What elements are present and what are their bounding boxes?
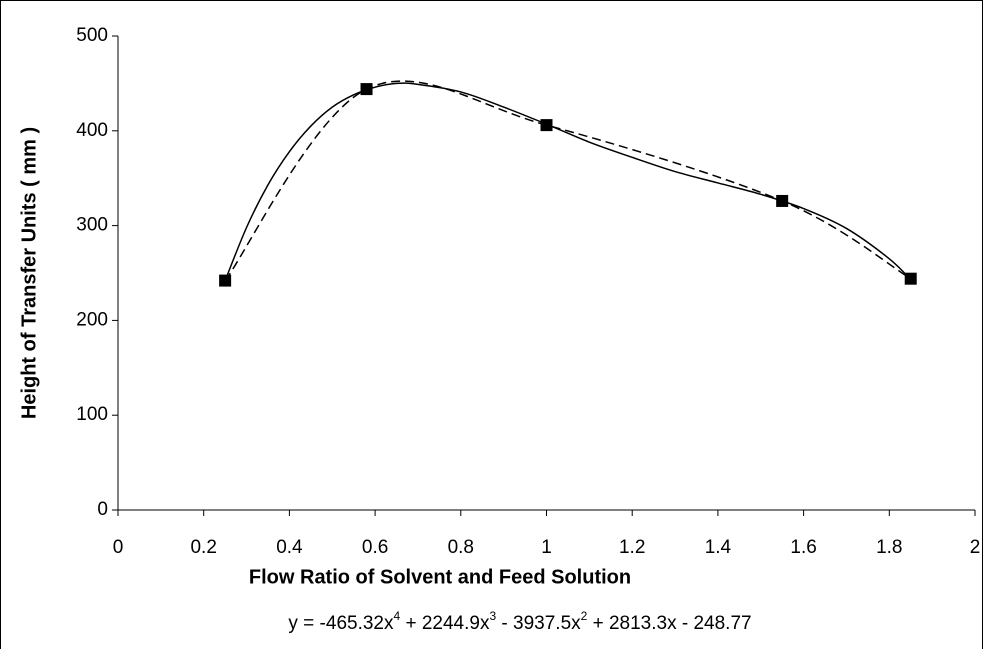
x-axis-label: Flow Ratio of Solvent and Feed Solution xyxy=(249,566,631,588)
x-tick-label: 2 xyxy=(970,537,981,558)
equation-part: - 3937.5x xyxy=(496,613,581,634)
marker xyxy=(360,83,373,96)
y-tick-label: 200 xyxy=(76,309,108,330)
x-tick-label: 1.8 xyxy=(876,537,902,558)
marker xyxy=(219,274,232,287)
x-tick-label: 1.4 xyxy=(705,537,732,558)
marker xyxy=(776,194,789,207)
x-tick-label: 1.2 xyxy=(619,537,645,558)
x-tick-label: 0.4 xyxy=(276,537,303,558)
y-tick-label: 500 xyxy=(76,25,108,46)
equation: y = -465.32x4 + 2244.9x3 - 3937.5x2 + 28… xyxy=(288,609,751,634)
equation-part: y = -465.32x xyxy=(288,613,394,634)
x-tick-label: 0.6 xyxy=(362,537,388,558)
x-tick-label: 0 xyxy=(113,537,124,558)
equation-exponent: 2 xyxy=(581,609,588,623)
x-tick-label: 0.2 xyxy=(190,537,216,558)
x-tick-label: 1 xyxy=(541,537,552,558)
equation-part: + 2244.9x xyxy=(400,613,490,634)
y-tick-label: 400 xyxy=(76,120,108,141)
x-tick-label: 0.8 xyxy=(448,537,474,558)
y-tick-label: 0 xyxy=(97,499,108,520)
y-axis-label: Height of Transfer Units ( mm ) xyxy=(18,127,40,419)
marker xyxy=(904,272,917,285)
trendline xyxy=(224,82,912,281)
x-tick-label: 1.6 xyxy=(790,537,816,558)
equation-exponent: 4 xyxy=(393,609,400,623)
equation-part: + 2813.3x - 248.77 xyxy=(587,613,751,634)
y-tick-label: 100 xyxy=(76,404,108,425)
y-tick-label: 300 xyxy=(76,215,108,236)
marker xyxy=(540,119,553,132)
equation-exponent: 3 xyxy=(489,609,496,623)
